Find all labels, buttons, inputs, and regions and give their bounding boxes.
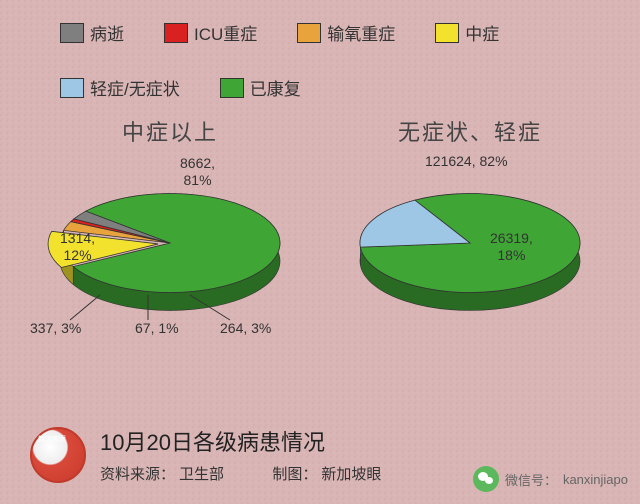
source-label: 资料来源：	[100, 466, 175, 483]
footer-subline: 资料来源：卫生部 制图：新加坡眼	[100, 463, 381, 484]
callout-mild-r: 26319, 18%	[490, 230, 533, 264]
right-pie: 121624, 82% 26319, 18%	[330, 155, 610, 335]
legend-label: 输氧重症	[327, 20, 395, 45]
legend-label: 已康复	[250, 75, 301, 100]
wechat-id: kanxinjiapo	[563, 472, 628, 487]
legend-label: 轻症/无症状	[90, 75, 180, 100]
right-chart: 无症状、轻症 121624, 82% 26319, 18%	[330, 115, 610, 335]
legend-swatch	[164, 23, 188, 43]
legend-swatch	[220, 78, 244, 98]
maker-value: 新加坡眼	[321, 466, 381, 483]
logo-icon	[30, 427, 86, 483]
legend-item: 轻症/无症状	[60, 75, 180, 100]
left-chart-title: 中症以上	[30, 115, 310, 147]
left-chart: 中症以上 8662, 81%1314, 12%337, 3%67, 1%264,…	[30, 115, 310, 335]
wechat-label: 微信号：	[505, 470, 557, 489]
charts-row: 中症以上 8662, 81%1314, 12%337, 3%67, 1%264,…	[0, 115, 640, 335]
legend: 病逝 ICU重症 输氧重症 中症轻症/无症状 已康复	[0, 0, 640, 110]
legend-item: 中症	[435, 20, 499, 45]
legend-item: ICU重症	[164, 20, 257, 45]
source-value: 卫生部	[179, 466, 224, 483]
legend-item: 病逝	[60, 20, 124, 45]
legend-item: 已康复	[220, 75, 301, 100]
callout-recovered-r: 121624, 82%	[425, 153, 508, 170]
legend-label: 中症	[465, 20, 499, 45]
legend-item: 输氧重症	[297, 20, 395, 45]
legend-swatch	[435, 23, 459, 43]
right-chart-title: 无症状、轻症	[330, 115, 610, 147]
maker-label: 制图：	[272, 466, 317, 483]
legend-label: 病逝	[90, 20, 124, 45]
legend-swatch	[297, 23, 321, 43]
legend-label: ICU重症	[194, 20, 257, 45]
wechat-badge: 微信号： kanxinjiapo	[473, 466, 628, 492]
left-pie: 8662, 81%1314, 12%337, 3%67, 1%264, 3%	[30, 155, 310, 335]
legend-swatch	[60, 23, 84, 43]
footer-title: 10月20日各级病患情况	[100, 425, 381, 457]
legend-swatch	[60, 78, 84, 98]
wechat-icon	[473, 466, 499, 492]
